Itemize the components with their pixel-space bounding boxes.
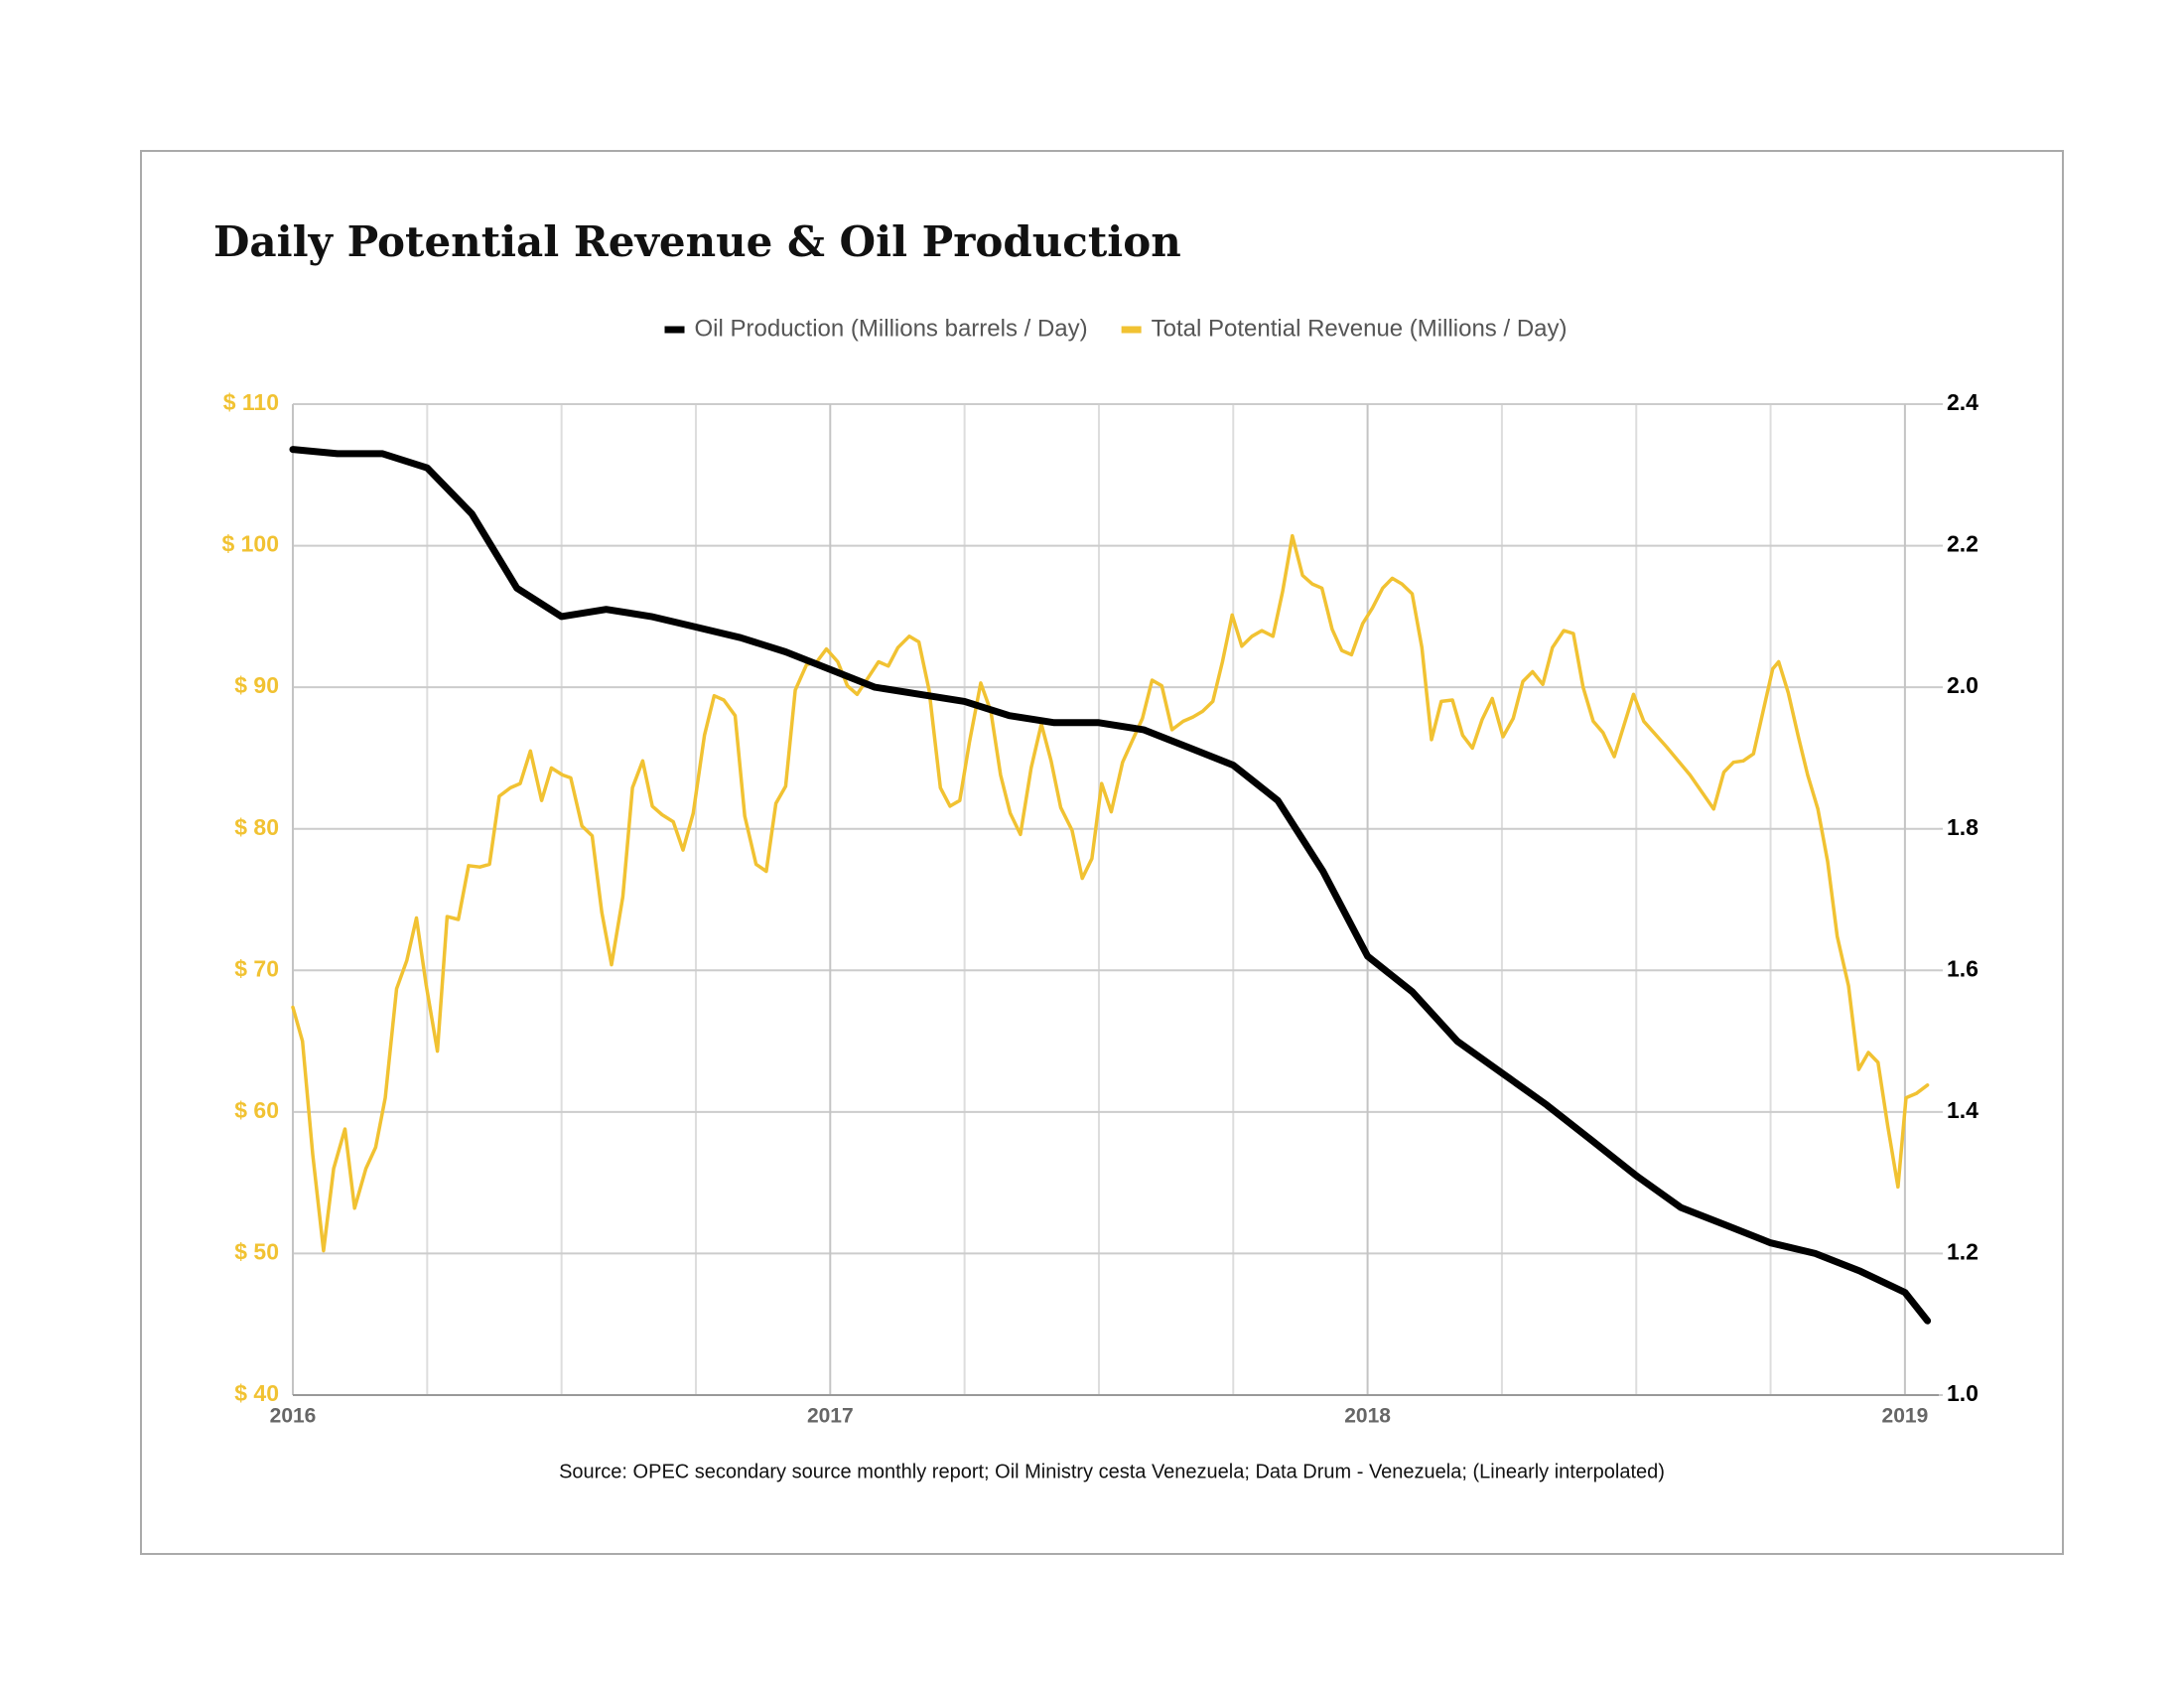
legend: Oil Production (Millions barrels / Day) T… bbox=[664, 315, 1568, 342]
y-tick-label: $ 60 bbox=[234, 1097, 279, 1123]
x-tick-label: 2018 bbox=[1344, 1405, 1391, 1428]
source-note: Source: OPEC secondary source monthly re… bbox=[559, 1461, 1665, 1482]
y-tick-label: $ 70 bbox=[234, 955, 279, 981]
y2-tick-label: 1.4 bbox=[1947, 1097, 1979, 1123]
y2-tick-label: 1.0 bbox=[1947, 1380, 1979, 1406]
y2-tick-label: 1.2 bbox=[1947, 1239, 1979, 1265]
x-tick-label: 2019 bbox=[1882, 1405, 1929, 1428]
chart-title: Daily Potential Revenue & Oil Production bbox=[213, 217, 1181, 266]
y2-tick-label: 2.4 bbox=[1947, 389, 1979, 415]
y2-tick-label: 2.2 bbox=[1947, 531, 1979, 557]
legend-label: Total Potential Revenue (Millions / Day) bbox=[1152, 315, 1568, 342]
frame bbox=[140, 150, 2064, 1555]
y-tick-label: $ 80 bbox=[234, 814, 279, 840]
y2-tick-label: 1.6 bbox=[1947, 955, 1979, 981]
y-tick-label: $ 110 bbox=[223, 389, 279, 415]
y-tick-label: $ 90 bbox=[234, 672, 279, 698]
y-tick-label: $ 40 bbox=[234, 1380, 279, 1406]
x-tick-label: 2017 bbox=[807, 1405, 854, 1428]
y-tick-label: $ 100 bbox=[221, 531, 279, 557]
y2-tick-label: 2.0 bbox=[1947, 672, 1979, 698]
y-tick-label: $ 50 bbox=[234, 1239, 279, 1265]
legend-label: Oil Production (Millions barrels / Day) bbox=[695, 315, 1088, 342]
y2-tick-label: 1.8 bbox=[1947, 814, 1979, 840]
series-line bbox=[289, 446, 1932, 1325]
x-tick-label: 2016 bbox=[270, 1405, 317, 1428]
series-line bbox=[291, 533, 1930, 1253]
